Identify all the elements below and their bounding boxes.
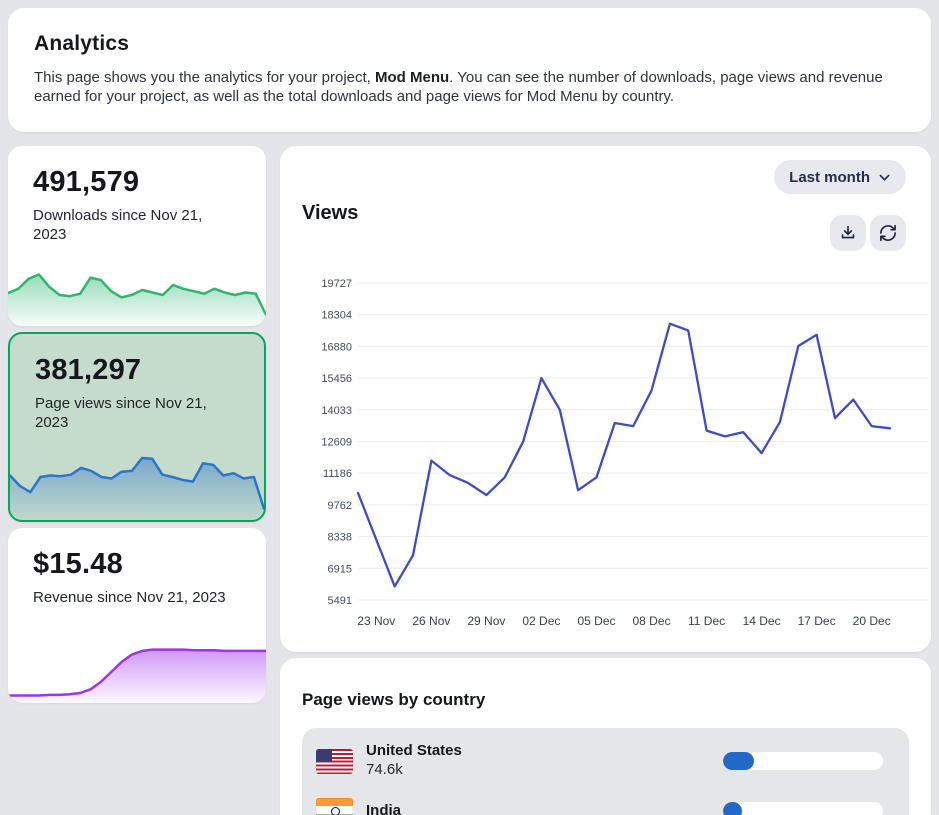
download-icon [841, 225, 855, 239]
time-range-label: Last month [789, 168, 870, 186]
stat-card-revenue[interactable]: $15.48 Revenue since Nov 21, 2023 [8, 528, 266, 703]
countries-panel: Page views by country United States 74.6… [280, 658, 931, 815]
svg-text:20 Dec: 20 Dec [853, 614, 891, 628]
refresh-icon [880, 224, 896, 242]
svg-text:6915: 6915 [328, 563, 352, 575]
svg-text:02 Dec: 02 Dec [522, 614, 560, 628]
svg-text:17 Dec: 17 Dec [798, 614, 836, 628]
country-progress-track [723, 752, 883, 770]
svg-text:19727: 19727 [321, 278, 352, 290]
views-panel: Last month Views 5491 6915 8338 9762 11186 12… [280, 146, 931, 652]
chevron-down-icon [879, 174, 890, 181]
page-views-value: 381,297 [35, 354, 142, 386]
svg-text:23 Nov: 23 Nov [357, 614, 395, 628]
country-progress-track [723, 801, 883, 815]
svg-text:8338: 8338 [328, 532, 352, 544]
country-row-india: India [302, 789, 909, 815]
country-progress-fill [723, 752, 755, 770]
downloads-label: Downloads since Nov 21, 2023 [33, 207, 203, 243]
svg-text:14033: 14033 [321, 405, 352, 417]
views-chart-title: Views [302, 202, 359, 224]
countries-panel-title: Page views by country [302, 690, 486, 709]
views-line-chart[interactable]: 5491 6915 8338 9762 11186 12609 14033 15456 1688… [280, 268, 931, 652]
revenue-sparkline [8, 648, 266, 703]
page-title: Analytics [34, 32, 130, 55]
svg-text:08 Dec: 08 Dec [632, 614, 670, 628]
svg-text:05 Dec: 05 Dec [577, 614, 615, 628]
refresh-chart-button[interactable] [870, 215, 906, 251]
time-range-select[interactable]: Last month [774, 160, 906, 194]
download-chart-button[interactable] [830, 215, 866, 251]
country-name: United States [366, 742, 462, 759]
downloads-value: 491,579 [33, 166, 140, 198]
india-flag-icon [316, 798, 353, 815]
svg-text:11186: 11186 [323, 468, 352, 480]
country-list: United States 74.6k India [302, 728, 909, 815]
svg-text:14 Dec: 14 Dec [743, 614, 781, 628]
project-name: Mod Menu [375, 69, 450, 86]
country-row-united-states: United States 74.6k [302, 733, 909, 789]
svg-text:11 Dec: 11 Dec [688, 614, 725, 628]
page-views-label: Page views since Nov 21, 2023 [35, 395, 207, 431]
revenue-label: Revenue since Nov 21, 2023 [33, 589, 226, 606]
stat-card-page-views[interactable]: 381,297 Page views since Nov 21, 2023 [8, 332, 266, 522]
page-description: This page shows you the analytics for yo… [34, 69, 883, 105]
svg-text:15456: 15456 [321, 373, 352, 385]
svg-text:9762: 9762 [328, 500, 352, 512]
page-header-card: Analytics This page shows you the analyt… [8, 8, 931, 132]
revenue-value: $15.48 [33, 548, 123, 580]
country-name: India [366, 801, 402, 815]
svg-text:12609: 12609 [321, 437, 352, 449]
stat-card-downloads[interactable]: 491,579 Downloads since Nov 21, 2023 [8, 146, 266, 326]
page-views-sparkline [10, 456, 264, 520]
us-flag-icon [316, 748, 353, 774]
svg-text:18304: 18304 [321, 310, 352, 322]
svg-text:16880: 16880 [321, 341, 352, 353]
country-page-views: 74.6k [366, 761, 403, 778]
svg-text:26 Nov: 26 Nov [412, 614, 450, 628]
country-progress-fill [723, 801, 743, 815]
svg-text:29 Nov: 29 Nov [467, 614, 505, 628]
svg-text:5491: 5491 [328, 595, 352, 607]
downloads-sparkline [8, 273, 266, 326]
